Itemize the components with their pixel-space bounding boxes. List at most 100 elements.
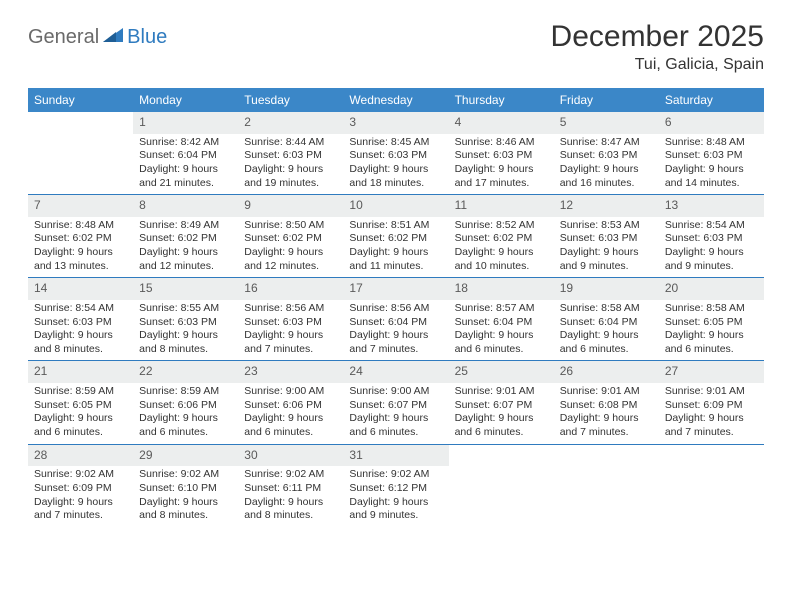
day-cell: 16Sunrise: 8:56 AMSunset: 6:03 PMDayligh… — [238, 278, 343, 360]
sunrise-text: Sunrise: 8:53 AM — [560, 219, 653, 233]
header: General Blue December 2025 Tui, Galicia,… — [28, 20, 764, 74]
dow-sunday: Sunday — [28, 88, 133, 112]
day-cell: 22Sunrise: 8:59 AMSunset: 6:06 PMDayligh… — [133, 361, 238, 443]
day-number: 31 — [343, 445, 448, 467]
sunrise-text: Sunrise: 9:00 AM — [244, 385, 337, 399]
week-row: 14Sunrise: 8:54 AMSunset: 6:03 PMDayligh… — [28, 277, 764, 360]
day-cell: 30Sunrise: 9:02 AMSunset: 6:11 PMDayligh… — [238, 445, 343, 527]
day-body: Sunrise: 8:56 AMSunset: 6:04 PMDaylight:… — [343, 300, 448, 361]
sunrise-text: Sunrise: 9:01 AM — [665, 385, 758, 399]
day-cell: 31Sunrise: 9:02 AMSunset: 6:12 PMDayligh… — [343, 445, 448, 527]
daylight-text: Daylight: 9 hours and 6 minutes. — [139, 412, 232, 439]
day-cell: 27Sunrise: 9:01 AMSunset: 6:09 PMDayligh… — [659, 361, 764, 443]
sunset-text: Sunset: 6:03 PM — [560, 232, 653, 246]
sunrise-text: Sunrise: 8:44 AM — [244, 136, 337, 150]
week-row: 1Sunrise: 8:42 AMSunset: 6:04 PMDaylight… — [28, 112, 764, 194]
dow-wednesday: Wednesday — [343, 88, 448, 112]
sunset-text: Sunset: 6:03 PM — [139, 316, 232, 330]
sunset-text: Sunset: 6:02 PM — [244, 232, 337, 246]
day-body: Sunrise: 8:59 AMSunset: 6:06 PMDaylight:… — [133, 383, 238, 444]
brand-part1: General — [28, 26, 99, 49]
daylight-text: Daylight: 9 hours and 7 minutes. — [34, 496, 127, 523]
day-body: Sunrise: 9:01 AMSunset: 6:07 PMDaylight:… — [449, 383, 554, 444]
daylight-text: Daylight: 9 hours and 7 minutes. — [665, 412, 758, 439]
day-number: 13 — [659, 195, 764, 217]
daylight-text: Daylight: 9 hours and 7 minutes. — [244, 329, 337, 356]
sunset-text: Sunset: 6:05 PM — [34, 399, 127, 413]
sunrise-text: Sunrise: 8:47 AM — [560, 136, 653, 150]
sunrise-text: Sunrise: 8:42 AM — [139, 136, 232, 150]
brand-logo: General Blue — [28, 26, 167, 49]
day-cell: 18Sunrise: 8:57 AMSunset: 6:04 PMDayligh… — [449, 278, 554, 360]
sunrise-text: Sunrise: 8:58 AM — [665, 302, 758, 316]
day-cell: 21Sunrise: 8:59 AMSunset: 6:05 PMDayligh… — [28, 361, 133, 443]
daylight-text: Daylight: 9 hours and 8 minutes. — [139, 329, 232, 356]
day-number: 17 — [343, 278, 448, 300]
day-cell: 20Sunrise: 8:58 AMSunset: 6:05 PMDayligh… — [659, 278, 764, 360]
daylight-text: Daylight: 9 hours and 6 minutes. — [34, 412, 127, 439]
sunset-text: Sunset: 6:08 PM — [560, 399, 653, 413]
daylight-text: Daylight: 9 hours and 6 minutes. — [455, 329, 548, 356]
day-number: 23 — [238, 361, 343, 383]
sunrise-text: Sunrise: 9:02 AM — [139, 468, 232, 482]
day-number: 11 — [449, 195, 554, 217]
day-body: Sunrise: 8:58 AMSunset: 6:04 PMDaylight:… — [554, 300, 659, 361]
sunrise-text: Sunrise: 9:02 AM — [34, 468, 127, 482]
daylight-text: Daylight: 9 hours and 10 minutes. — [455, 246, 548, 273]
daylight-text: Daylight: 9 hours and 13 minutes. — [34, 246, 127, 273]
day-body: Sunrise: 8:54 AMSunset: 6:03 PMDaylight:… — [659, 217, 764, 278]
sunset-text: Sunset: 6:02 PM — [455, 232, 548, 246]
sunset-text: Sunset: 6:03 PM — [665, 232, 758, 246]
day-cell — [449, 445, 554, 527]
daylight-text: Daylight: 9 hours and 18 minutes. — [349, 163, 442, 190]
day-cell: 9Sunrise: 8:50 AMSunset: 6:02 PMDaylight… — [238, 195, 343, 277]
day-cell: 11 Sunrise: 8:52 AMSunset: 6:02 PMDayligh… — [449, 195, 554, 277]
day-number: 22 — [133, 361, 238, 383]
sunrise-text: Sunrise: 8:54 AM — [665, 219, 758, 233]
sunrise-text: Sunrise: 8:58 AM — [560, 302, 653, 316]
daylight-text: Daylight: 9 hours and 6 minutes. — [349, 412, 442, 439]
day-cell: 10Sunrise: 8:51 AMSunset: 6:02 PMDayligh… — [343, 195, 448, 277]
sunrise-text: Sunrise: 8:56 AM — [244, 302, 337, 316]
sunrise-text: Sunrise: 9:01 AM — [560, 385, 653, 399]
sunset-text: Sunset: 6:06 PM — [244, 399, 337, 413]
day-body: Sunrise: 8:51 AMSunset: 6:02 PMDaylight:… — [343, 217, 448, 278]
day-number: 19 — [554, 278, 659, 300]
day-cell: 25Sunrise: 9:01 AMSunset: 6:07 PMDayligh… — [449, 361, 554, 443]
sunrise-text: Sunrise: 8:57 AM — [455, 302, 548, 316]
week-row: 28Sunrise: 9:02 AMSunset: 6:09 PMDayligh… — [28, 444, 764, 527]
daylight-text: Daylight: 9 hours and 19 minutes. — [244, 163, 337, 190]
daylight-text: Daylight: 9 hours and 9 minutes. — [665, 246, 758, 273]
dow-monday: Monday — [133, 88, 238, 112]
sunrise-text: Sunrise: 8:48 AM — [665, 136, 758, 150]
daylight-text: Daylight: 9 hours and 17 minutes. — [455, 163, 548, 190]
daylight-text: Daylight: 9 hours and 12 minutes. — [139, 246, 232, 273]
day-number: 28 — [28, 445, 133, 467]
day-body: Sunrise: 8:48 AMSunset: 6:02 PMDaylight:… — [28, 217, 133, 278]
dow-thursday: Thursday — [449, 88, 554, 112]
day-cell: 7Sunrise: 8:48 AMSunset: 6:02 PMDaylight… — [28, 195, 133, 277]
day-number: 27 — [659, 361, 764, 383]
day-cell: 8Sunrise: 8:49 AMSunset: 6:02 PMDaylight… — [133, 195, 238, 277]
day-body: Sunrise: 9:01 AMSunset: 6:08 PMDaylight:… — [554, 383, 659, 444]
day-body: Sunrise: 8:42 AMSunset: 6:04 PMDaylight:… — [133, 134, 238, 195]
sunset-text: Sunset: 6:03 PM — [455, 149, 548, 163]
day-number: 1 — [133, 112, 238, 134]
sunrise-text: Sunrise: 8:59 AM — [139, 385, 232, 399]
day-number: 6 — [659, 112, 764, 134]
brand-triangle-icon — [103, 26, 125, 49]
day-body: Sunrise: 8:46 AMSunset: 6:03 PMDaylight:… — [449, 134, 554, 195]
day-cell: 28Sunrise: 9:02 AMSunset: 6:09 PMDayligh… — [28, 445, 133, 527]
sunrise-text: Sunrise: 8:46 AM — [455, 136, 548, 150]
day-cell: 2Sunrise: 8:44 AMSunset: 6:03 PMDaylight… — [238, 112, 343, 194]
day-number: 3 — [343, 112, 448, 134]
sunset-text: Sunset: 6:03 PM — [244, 316, 337, 330]
sunrise-text: Sunrise: 8:52 AM — [455, 219, 548, 233]
sunset-text: Sunset: 6:07 PM — [455, 399, 548, 413]
sunset-text: Sunset: 6:10 PM — [139, 482, 232, 496]
day-body: Sunrise: 8:45 AMSunset: 6:03 PMDaylight:… — [343, 134, 448, 195]
day-number: 9 — [238, 195, 343, 217]
daylight-text: Daylight: 9 hours and 9 minutes. — [349, 496, 442, 523]
day-number: 30 — [238, 445, 343, 467]
sunset-text: Sunset: 6:02 PM — [34, 232, 127, 246]
